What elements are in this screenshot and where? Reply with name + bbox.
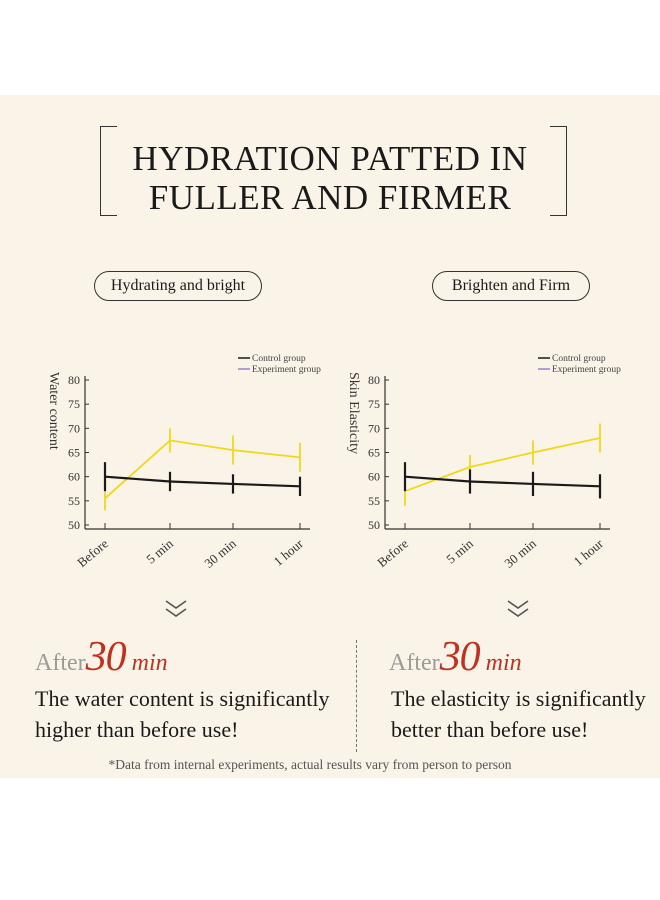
chart-skin-elasticity: 80 75 70 65 60 55 50 Before 5 min 30 min 1 hour Ski…: [346, 354, 621, 571]
legend-entry: Experiment group: [252, 365, 321, 375]
result-line-2: higher than before use!: [35, 717, 239, 742]
x-tick-label: Before: [74, 536, 111, 570]
after-unit: min: [485, 650, 522, 676]
y-tick-label: 75: [68, 397, 80, 411]
y-tick-label: 70: [368, 421, 380, 435]
title-block: HYDRATION PATTED IN FULLER AND FIRMER: [0, 122, 660, 222]
y-tick-label: 80: [68, 373, 80, 387]
x-tick-label: 30 min: [201, 535, 239, 570]
chevron-down-icon: [507, 600, 529, 617]
after-number: 30: [439, 634, 481, 680]
result-line-1: The elasticity is significantly: [391, 686, 646, 711]
y-tick-label: 55: [368, 494, 380, 508]
x-tick-label: 1 hour: [271, 535, 307, 569]
after-unit: min: [131, 650, 168, 676]
y-tick-label: 75: [368, 397, 380, 411]
x-tick-label: Before: [374, 536, 411, 570]
x-tick-label: 30 min: [501, 535, 539, 570]
y-tick-label: 65: [68, 446, 80, 460]
legend-entry: Experiment group: [552, 365, 621, 375]
footnote: *Data from internal experiments, actual …: [108, 757, 512, 772]
y-tick-label: 80: [368, 373, 380, 387]
after-30-min-right: After30 min: [389, 633, 522, 681]
after-label: After: [389, 650, 440, 676]
y-tick-label: 55: [68, 494, 80, 508]
y-tick-label: 60: [68, 470, 80, 484]
result-description-right: The elasticity is significantly better t…: [391, 683, 646, 745]
result-line-2: better than before use!: [391, 717, 589, 742]
chart-water-content: 80 75 70 65 60 55 50 Before 5 min 30 min 1 hour Wat…: [46, 354, 321, 571]
series-line-experiment: [104, 439, 301, 500]
after-number: 30: [85, 634, 127, 680]
left-bracket: [100, 126, 117, 216]
series-line-control: [404, 475, 601, 488]
y-tick-label: 65: [368, 446, 380, 460]
result-description-left: The water content is significantly highe…: [35, 683, 329, 745]
x-tick-label: 1 hour: [571, 535, 607, 569]
chevron-down-icon: [165, 600, 187, 617]
y-axis-label: Water content: [46, 372, 61, 450]
dashed-divider: [356, 640, 357, 752]
badge-hydrating: Hydrating and bright: [94, 271, 262, 301]
y-tick-label: 50: [368, 518, 380, 532]
badge-brighten: Brighten and Firm: [432, 271, 590, 301]
y-tick-label: 70: [68, 421, 80, 435]
y-tick-label: 50: [68, 518, 80, 532]
x-tick-label: 5 min: [143, 535, 176, 566]
right-bracket: [550, 126, 567, 216]
after-label: After: [35, 650, 86, 676]
page-title-line-1: HYDRATION PATTED IN: [132, 139, 528, 178]
background-panel: [0, 95, 660, 778]
legend-entry: Control group: [252, 354, 306, 364]
page-title-line-2: FULLER AND FIRMER: [148, 178, 512, 217]
x-tick-label: 5 min: [443, 535, 476, 566]
after-30-min-left: After30 min: [35, 633, 168, 681]
y-tick-label: 60: [368, 470, 380, 484]
y-axis-label: Skin Elasticity: [346, 372, 361, 454]
legend-entry: Control group: [552, 354, 606, 364]
result-line-1: The water content is significantly: [35, 686, 330, 711]
series-line-control: [104, 475, 301, 488]
